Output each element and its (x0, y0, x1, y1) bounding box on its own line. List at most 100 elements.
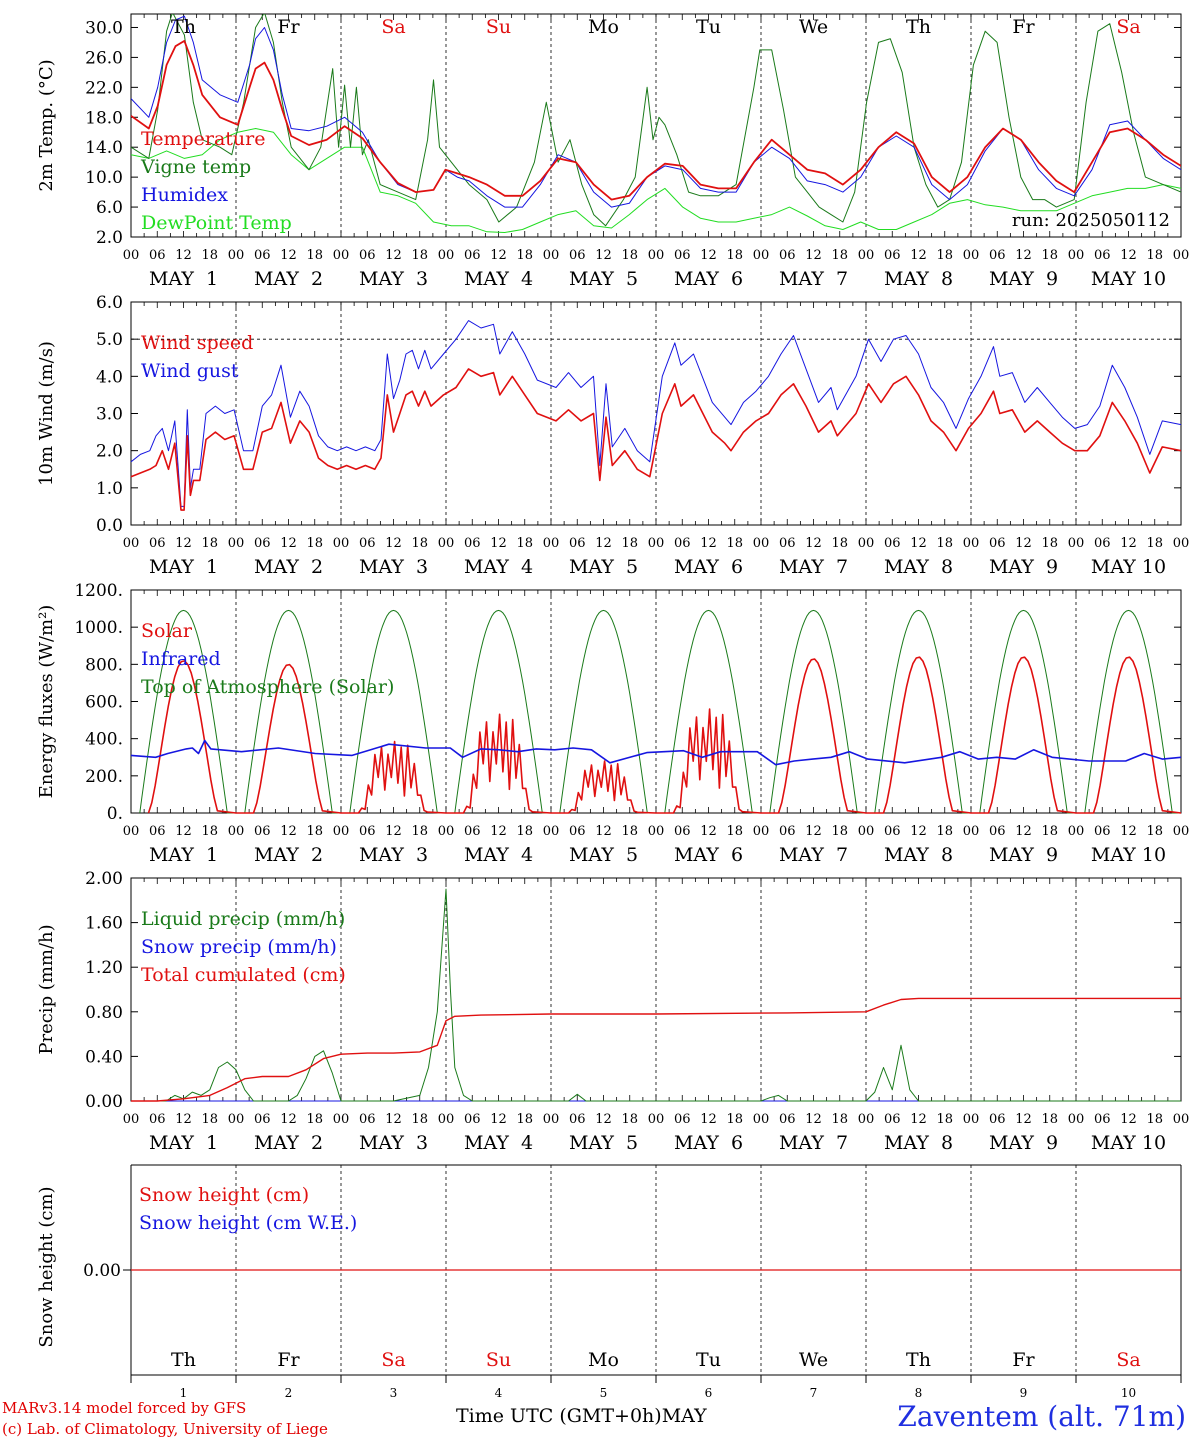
wind-hour-tick-label: 00 (1068, 536, 1085, 551)
energy-frame (130, 589, 1182, 814)
precip-hour-tick-label: 18 (621, 1112, 638, 1127)
energy-date-label: MAY 6 (674, 844, 743, 866)
temperature-hour-tick-label: 00 (1068, 248, 1085, 263)
energy-hour-tick-label: 00 (648, 824, 665, 839)
energy-hour-tick-label: 00 (1068, 824, 1085, 839)
snow-day-abbr: Su (486, 1349, 511, 1371)
precip-hour-tick-label: 00 (333, 1112, 350, 1127)
precip-date-label: MAY 1 (149, 1132, 218, 1154)
wind-hour-tick-label: 06 (149, 536, 166, 551)
precip-hour-tick-label: 00 (438, 1112, 455, 1127)
temperature-day-abbr: We (799, 16, 828, 38)
wind-hour-tick-label: 06 (674, 536, 691, 551)
wind-hour-tick-label: 12 (280, 536, 297, 551)
temperature-y-tick-label: 14.0 (85, 138, 123, 158)
temperature-hour-tick-label: 12 (1120, 248, 1137, 263)
temperature-day-abbr: Sa (1116, 16, 1140, 38)
precip-legend-total-cumulated-cm: Total cumulated (cm) (141, 964, 346, 986)
temperature-hour-tick-label: 12 (910, 248, 927, 263)
wind-hour-tick-label: 18 (726, 536, 743, 551)
wind-y-tick-label: 0.0 (96, 516, 123, 536)
temperature-hour-tick-label: 12 (385, 248, 402, 263)
temperature-date-label: MAY 3 (359, 268, 428, 290)
wind-hour-tick-label: 18 (411, 536, 428, 551)
precip-y-tick-label: 0.80 (85, 1003, 123, 1023)
precip-hour-tick-label: 12 (385, 1112, 402, 1127)
wind-hour-tick-label: 00 (963, 536, 980, 551)
precip-hour-tick-label: 00 (1068, 1112, 1085, 1127)
energy-hour-tick-label: 12 (175, 824, 192, 839)
temperature-hour-tick-label: 00 (543, 248, 560, 263)
snow-day-number: 9 (1020, 1386, 1028, 1400)
energy-hour-tick-label: 18 (1146, 824, 1163, 839)
energy-y-tick-label: 600. (85, 693, 123, 713)
energy-hour-tick-label: 06 (989, 824, 1006, 839)
wind-hour-tick-label: 00 (858, 536, 875, 551)
wind-hour-tick-label: 06 (1094, 536, 1111, 551)
temperature-hour-tick-label: 06 (989, 248, 1006, 263)
wind-hour-tick-label: 06 (884, 536, 901, 551)
snow-y-tick-label: 0.00 (83, 1261, 121, 1281)
precip-y-tick-label: 2.00 (85, 869, 123, 889)
energy-date-label: MAY 5 (569, 844, 638, 866)
temperature-hour-tick-label: 06 (674, 248, 691, 263)
snow-day-number: 7 (810, 1386, 818, 1400)
wind-hour-tick-label: 00 (753, 536, 770, 551)
temperature-y-tick-label: 26.0 (85, 48, 123, 68)
temperature-legend-dewpoint-temp: DewPoint Temp (141, 212, 292, 234)
wind-hour-tick-label: 06 (989, 536, 1006, 551)
energy-hour-tick-label: 00 (228, 824, 245, 839)
temperature-hour-tick-label: 18 (411, 248, 428, 263)
temperature-hour-tick-label: 00 (333, 248, 350, 263)
wind-hour-tick-label: 18 (1041, 536, 1058, 551)
temperature-day-abbr: Mo (588, 16, 619, 38)
wind-date-label: MAY 1 (149, 556, 218, 578)
wind-hour-tick-label: 12 (490, 536, 507, 551)
wind-frame (130, 301, 1182, 526)
temperature-hour-tick-label: 18 (936, 248, 953, 263)
x-axis-title: Time UTC (GMT+0h)MAY (456, 1405, 707, 1427)
wind-y-tick-label: 1.0 (96, 479, 123, 499)
precip-date-label: MAY 6 (674, 1132, 743, 1154)
temperature-series-group (131, 14, 1181, 233)
snow-day-abbr: Tu (696, 1349, 721, 1371)
temperature-hour-tick-label: 06 (464, 248, 481, 263)
temperature-day-abbr: Sa (381, 16, 405, 38)
precip-hour-tick-label: 06 (359, 1112, 376, 1127)
wind-hour-tick-label: 12 (595, 536, 612, 551)
temperature-series-humidex (131, 15, 1181, 208)
energy-hour-tick-label: 06 (884, 824, 901, 839)
temperature-series-vigne-temp (131, 14, 1181, 227)
temperature-hour-tick-label: 06 (1094, 248, 1111, 263)
energy-panel: 0. 200. 400. 600. 800. 1000. 1200. Energy fluxe… (36, 581, 1189, 866)
temperature-series-temperature (131, 40, 1181, 201)
precip-hour-tick-label: 12 (910, 1112, 927, 1127)
precip-date-label: MAY 10 (1091, 1132, 1166, 1154)
temperature-hour-tick-label: 06 (254, 248, 271, 263)
wind-hour-tick-label: 00 (648, 536, 665, 551)
energy-hour-tick-label: 12 (1120, 824, 1137, 839)
temperature-hour-tick-label: 06 (884, 248, 901, 263)
precip-hour-tick-label: 12 (490, 1112, 507, 1127)
wind-hour-tick-label: 12 (385, 536, 402, 551)
energy-hour-tick-label: 06 (359, 824, 376, 839)
energy-hour-tick-label: 00 (753, 824, 770, 839)
energy-hour-tick-label: 00 (123, 824, 140, 839)
precip-date-label: MAY 3 (359, 1132, 428, 1154)
temperature-day-abbr: Fr (277, 16, 300, 38)
temperature-legend-vigne-temp: Vigne temp (140, 156, 251, 178)
temperature-day-abbr: Su (486, 16, 511, 38)
wind-hour-tick-label: 06 (779, 536, 796, 551)
temperature-date-label: MAY 10 (1091, 268, 1166, 290)
precip-hour-tick-label: 18 (306, 1112, 323, 1127)
temperature-date-label: MAY 2 (254, 268, 323, 290)
precip-hour-tick-label: 18 (1146, 1112, 1163, 1127)
temperature-hour-tick-label: 00 (648, 248, 665, 263)
wind-y-tick-label: 6.0 (96, 293, 123, 313)
snow-day-number: 1 (180, 1386, 188, 1400)
energy-y-tick-label: 200. (85, 767, 123, 787)
temperature-hour-tick-label: 18 (516, 248, 533, 263)
wind-date-label: MAY 9 (989, 556, 1058, 578)
temperature-y-tick-label: 30.0 (85, 18, 123, 38)
